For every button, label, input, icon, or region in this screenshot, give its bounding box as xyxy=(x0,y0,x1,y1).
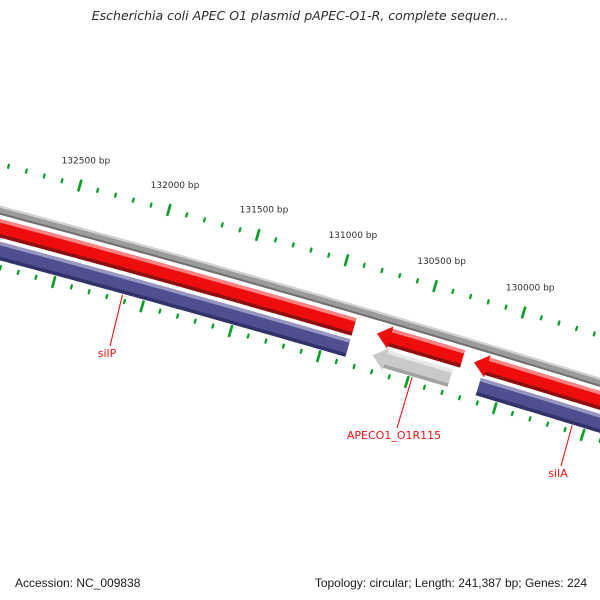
accession-text: Accession: NC_009838 xyxy=(15,576,141,590)
ruler-label-131000: 131000 bp xyxy=(329,231,378,241)
gene-annotation-silA: silA xyxy=(548,425,573,480)
leader-line xyxy=(109,294,124,347)
gene-feature-silA[interactable] xyxy=(475,377,600,437)
ruler-label-131500: 131500 bp xyxy=(240,206,289,216)
leader-line xyxy=(396,377,413,429)
gene-feature-red-seg-1[interactable] xyxy=(0,208,357,336)
outer-ruler-ticks xyxy=(6,163,596,337)
status-bar: Accession: NC_009838 Topology: circular;… xyxy=(0,576,600,590)
ruler-label-132500: 132500 bp xyxy=(62,156,111,166)
ruler-label-132000: 132000 bp xyxy=(151,181,200,191)
gene-label-silP[interactable]: silP xyxy=(98,347,117,360)
ruler-labels: 132500 bp 132000 bp 131500 bp 131000 bp 1305… xyxy=(62,156,555,293)
gene-feature-red-seg-2[interactable] xyxy=(377,326,466,368)
gene-label-APECO1_O1R115[interactable]: APECO1_O1R115 xyxy=(347,429,441,442)
gene-feature-red-seg-3[interactable] xyxy=(474,355,600,416)
gene-feature-APECO1_O1R115[interactable] xyxy=(372,348,453,387)
inner-ruler-ticks xyxy=(0,265,600,443)
backbone-ring xyxy=(0,205,600,387)
gene-annotation-APECO1_O1R115: APECO1_O1R115 xyxy=(347,377,441,442)
leader-line xyxy=(560,425,573,467)
ruler-label-130500: 130500 bp xyxy=(417,257,466,267)
gene-feature-silP[interactable] xyxy=(0,229,351,357)
ruler-label-130000: 130000 bp xyxy=(506,283,555,293)
gene-annotation-silP: silP xyxy=(98,294,124,360)
sequence-title: Escherichia coli APEC O1 plasmid pAPEC-O… xyxy=(91,8,509,23)
gene-label-silA[interactable]: silA xyxy=(548,467,568,480)
topology-summary-text: Topology: circular; Length: 241,387 bp; … xyxy=(314,576,587,590)
